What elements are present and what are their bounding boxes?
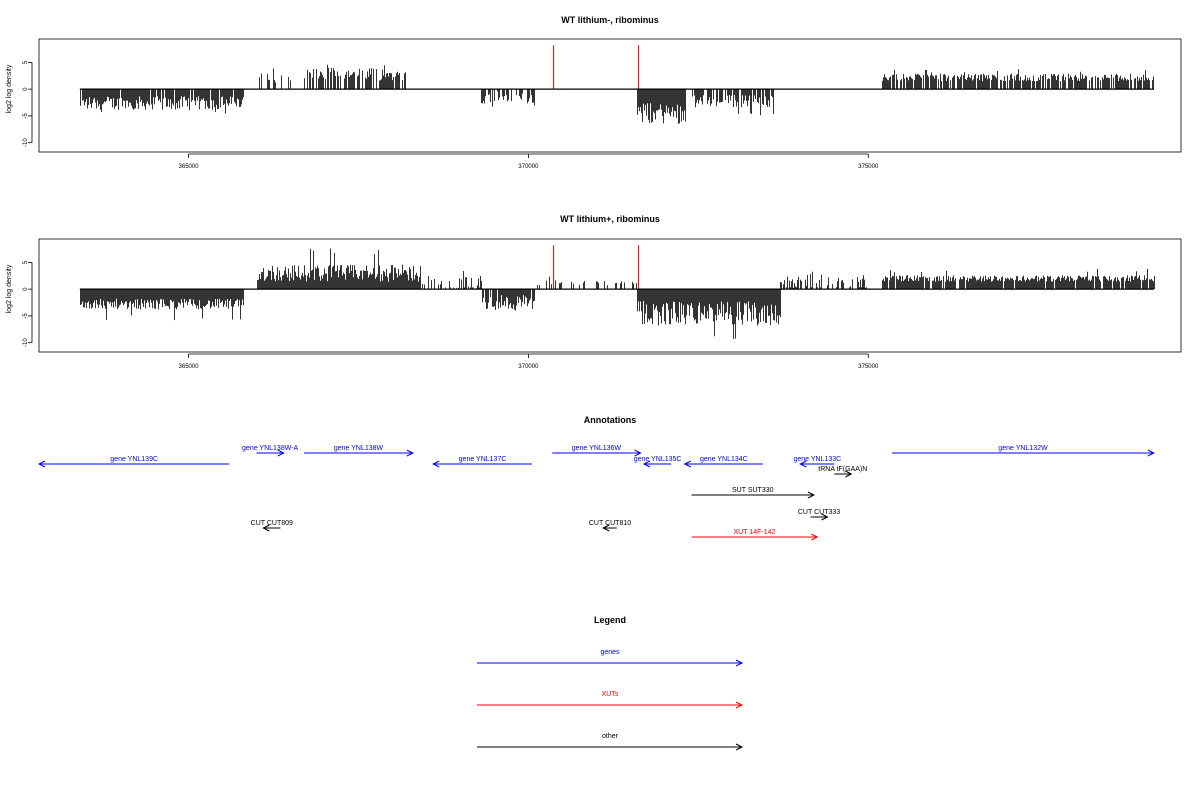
annotation-label: SUT SUT330 (732, 487, 774, 494)
legend-item-other: other (477, 733, 744, 751)
annotation-xut-14f-142: XUT 14F-142 (691, 529, 819, 541)
annotation-gene-ynl137c: gene YNL137C (432, 456, 532, 468)
highlight-bars (553, 245, 640, 290)
annotation-gene-ynl139c: gene YNL139C (37, 456, 230, 468)
annotation-label: gene YNL132W (998, 445, 1048, 452)
annotation-gene-ynl134c: gene YNL134C (683, 456, 763, 468)
legend: Legend genes XUTs other (477, 615, 744, 751)
annotation-label: tRNA tF(GAA)N (818, 466, 867, 473)
y-tick-label: 0 (23, 87, 29, 91)
annotation-label: gene YNL139C (110, 456, 158, 463)
annotation-gene-ynl138w: gene YNL138W (304, 445, 414, 457)
x-axis: 365000 370000 375000 (179, 153, 879, 170)
annotation-label: gene YNL136W (572, 445, 622, 452)
panel-title: WT lithium+, ribominus (560, 214, 660, 224)
annotation-label: gene YNL135C (634, 456, 682, 463)
annotation-trna-tf-gaa-n: tRNA tF(GAA)N (818, 466, 867, 478)
legend-label: other (602, 733, 619, 740)
annotation-label: gene YNL137C (459, 456, 507, 463)
y-tick-label: 0 (23, 287, 29, 291)
annotation-label: gene YNL134C (700, 456, 748, 463)
annotation-gene-ynl136w: gene YNL136W (552, 445, 642, 457)
y-tick-label: 5 (23, 60, 29, 64)
annotation-label: gene YNL138W (334, 445, 384, 452)
panel-title: WT lithium-, ribominus (561, 15, 659, 25)
annotation-label: CUT CUT333 (798, 509, 840, 516)
x-tick-label: 370000 (518, 364, 539, 370)
annotation-label: gene YNL138W-A (242, 445, 298, 452)
legend-label: genes (600, 649, 620, 656)
annotation-gene-ynl135c: gene YNL135C (634, 456, 682, 468)
y-tick-label: -10 (23, 138, 29, 147)
x-tick-label: 365000 (179, 364, 200, 370)
x-tick-label: 370000 (518, 164, 539, 170)
annotation-label: CUT CUT810 (589, 520, 631, 527)
annotation-sut-sut330: SUT SUT330 (691, 487, 816, 499)
annotation-label: CUT CUT809 (251, 520, 293, 527)
annotation-gene-ynl138w-a: gene YNL138W-A (242, 445, 299, 457)
legend-label: XUTs (602, 691, 619, 698)
legend-title: Legend (594, 615, 626, 625)
coverage-bars (80, 64, 1154, 124)
legend-item-xuts: XUTs (477, 691, 744, 709)
coverage-panel-lithium-minus: WT lithium-, ribominus log2 log density … (6, 15, 1182, 170)
coverage-panel-lithium-plus: WT lithium+, ribominus log2 log density … (6, 214, 1182, 370)
plot-frame (38, 238, 1182, 353)
y-axis-label: log2 log density (6, 64, 13, 113)
coverage-bars (80, 248, 1155, 340)
plot-frame (38, 38, 1182, 153)
y-tick-label: -10 (23, 338, 29, 347)
annotation-gene-ynl133c: gene YNL133C (793, 456, 841, 468)
annotation-cut-cut810: CUT CUT810 (589, 520, 631, 532)
x-axis: 365000 370000 375000 (179, 353, 879, 370)
annotation-gene-ynl132w: gene YNL132W (892, 445, 1155, 457)
highlight-bars (553, 45, 640, 90)
y-tick-label: -5 (23, 113, 29, 119)
annotation-cut-cut809: CUT CUT809 (251, 520, 293, 532)
annotation-cut-cut333: CUT CUT333 (798, 509, 840, 521)
annotations-track: Annotations gene YNL139C gene YNL138W-A ge… (37, 415, 1155, 541)
x-tick-label: 375000 (858, 364, 879, 370)
x-tick-label: 375000 (858, 164, 879, 170)
legend-item-genes: genes (477, 649, 744, 667)
x-tick-label: 365000 (179, 164, 200, 170)
y-tick-label: 5 (23, 260, 29, 264)
annotation-label: XUT 14F-142 (734, 529, 776, 536)
y-axis-label: log2 log density (6, 264, 13, 313)
annotation-label: gene YNL133C (793, 456, 841, 463)
y-axis: 5 0 -5 -10 (23, 60, 33, 147)
annotations-title: Annotations (584, 415, 637, 425)
y-tick-label: -5 (23, 313, 29, 319)
y-axis: 5 0 -5 -10 (23, 260, 33, 347)
